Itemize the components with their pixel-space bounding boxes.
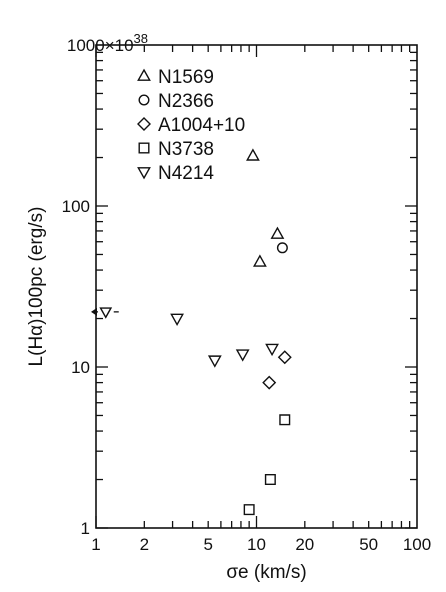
legend-label: N2366 bbox=[158, 91, 214, 112]
x-tick-label: 10 bbox=[247, 535, 266, 554]
data-point-n1569 bbox=[246, 148, 260, 161]
legend: N1569 N2366 A1004+10 N3738 N4214 bbox=[137, 67, 245, 184]
limit-arrow-head bbox=[91, 307, 97, 316]
x-axis-label: σe (km/s) bbox=[226, 562, 306, 583]
legend-label: N3738 bbox=[158, 139, 214, 160]
x-tick-label: 100 bbox=[403, 535, 431, 554]
axis-labels: σe (km/s) L(Hα)100pc (erg/s) bbox=[26, 207, 307, 583]
x-tick-label: 1 bbox=[91, 535, 100, 554]
legend-marker-n3738 bbox=[138, 142, 150, 154]
data-point-n2366 bbox=[276, 242, 288, 254]
data-point-n4214 bbox=[235, 349, 250, 362]
legend-label: N4214 bbox=[158, 163, 214, 184]
data-point-n1569 bbox=[270, 226, 285, 239]
data-point-n4214 bbox=[207, 355, 222, 368]
data-point-n4214 bbox=[170, 313, 184, 326]
legend-label: A1004+10 bbox=[158, 115, 245, 136]
y-tick-label: 10 bbox=[71, 358, 90, 377]
data-point-n4214 bbox=[265, 343, 279, 357]
legend-label: N1569 bbox=[158, 67, 214, 88]
x-tick-label: 5 bbox=[203, 535, 212, 554]
y-tick-label: 1 bbox=[81, 519, 90, 538]
tick-marks bbox=[95, 45, 417, 529]
x-tick-label: 20 bbox=[295, 535, 314, 554]
legend-marker-n2366 bbox=[138, 94, 150, 106]
data-point-n3738 bbox=[243, 504, 255, 516]
legend-marker-n1569 bbox=[137, 68, 151, 81]
x-tick-label: 50 bbox=[359, 535, 378, 554]
data-point-n3738 bbox=[279, 414, 291, 426]
data-points bbox=[91, 148, 292, 516]
legend-marker-n4214 bbox=[137, 167, 151, 180]
y-axis-label: L(Hα)100pc (erg/s) bbox=[26, 207, 47, 367]
y-tick-exponent: 38 bbox=[134, 31, 148, 46]
tick-labels: 1 2 5 10 20 50 100 1 10 100 1000×1038 bbox=[62, 31, 432, 554]
x-tick-label: 2 bbox=[140, 535, 149, 554]
data-point-n3738 bbox=[264, 474, 276, 486]
legend-marker-a1004-10 bbox=[137, 117, 151, 131]
data-point-a1004-10 bbox=[262, 375, 277, 390]
data-point-limit bbox=[99, 307, 113, 319]
y-tick-label-top: 1000×1038 bbox=[67, 31, 148, 55]
y-tick-label: 100 bbox=[62, 197, 90, 216]
data-point-a1004-10 bbox=[277, 350, 292, 365]
data-point-n1569 bbox=[253, 254, 267, 267]
